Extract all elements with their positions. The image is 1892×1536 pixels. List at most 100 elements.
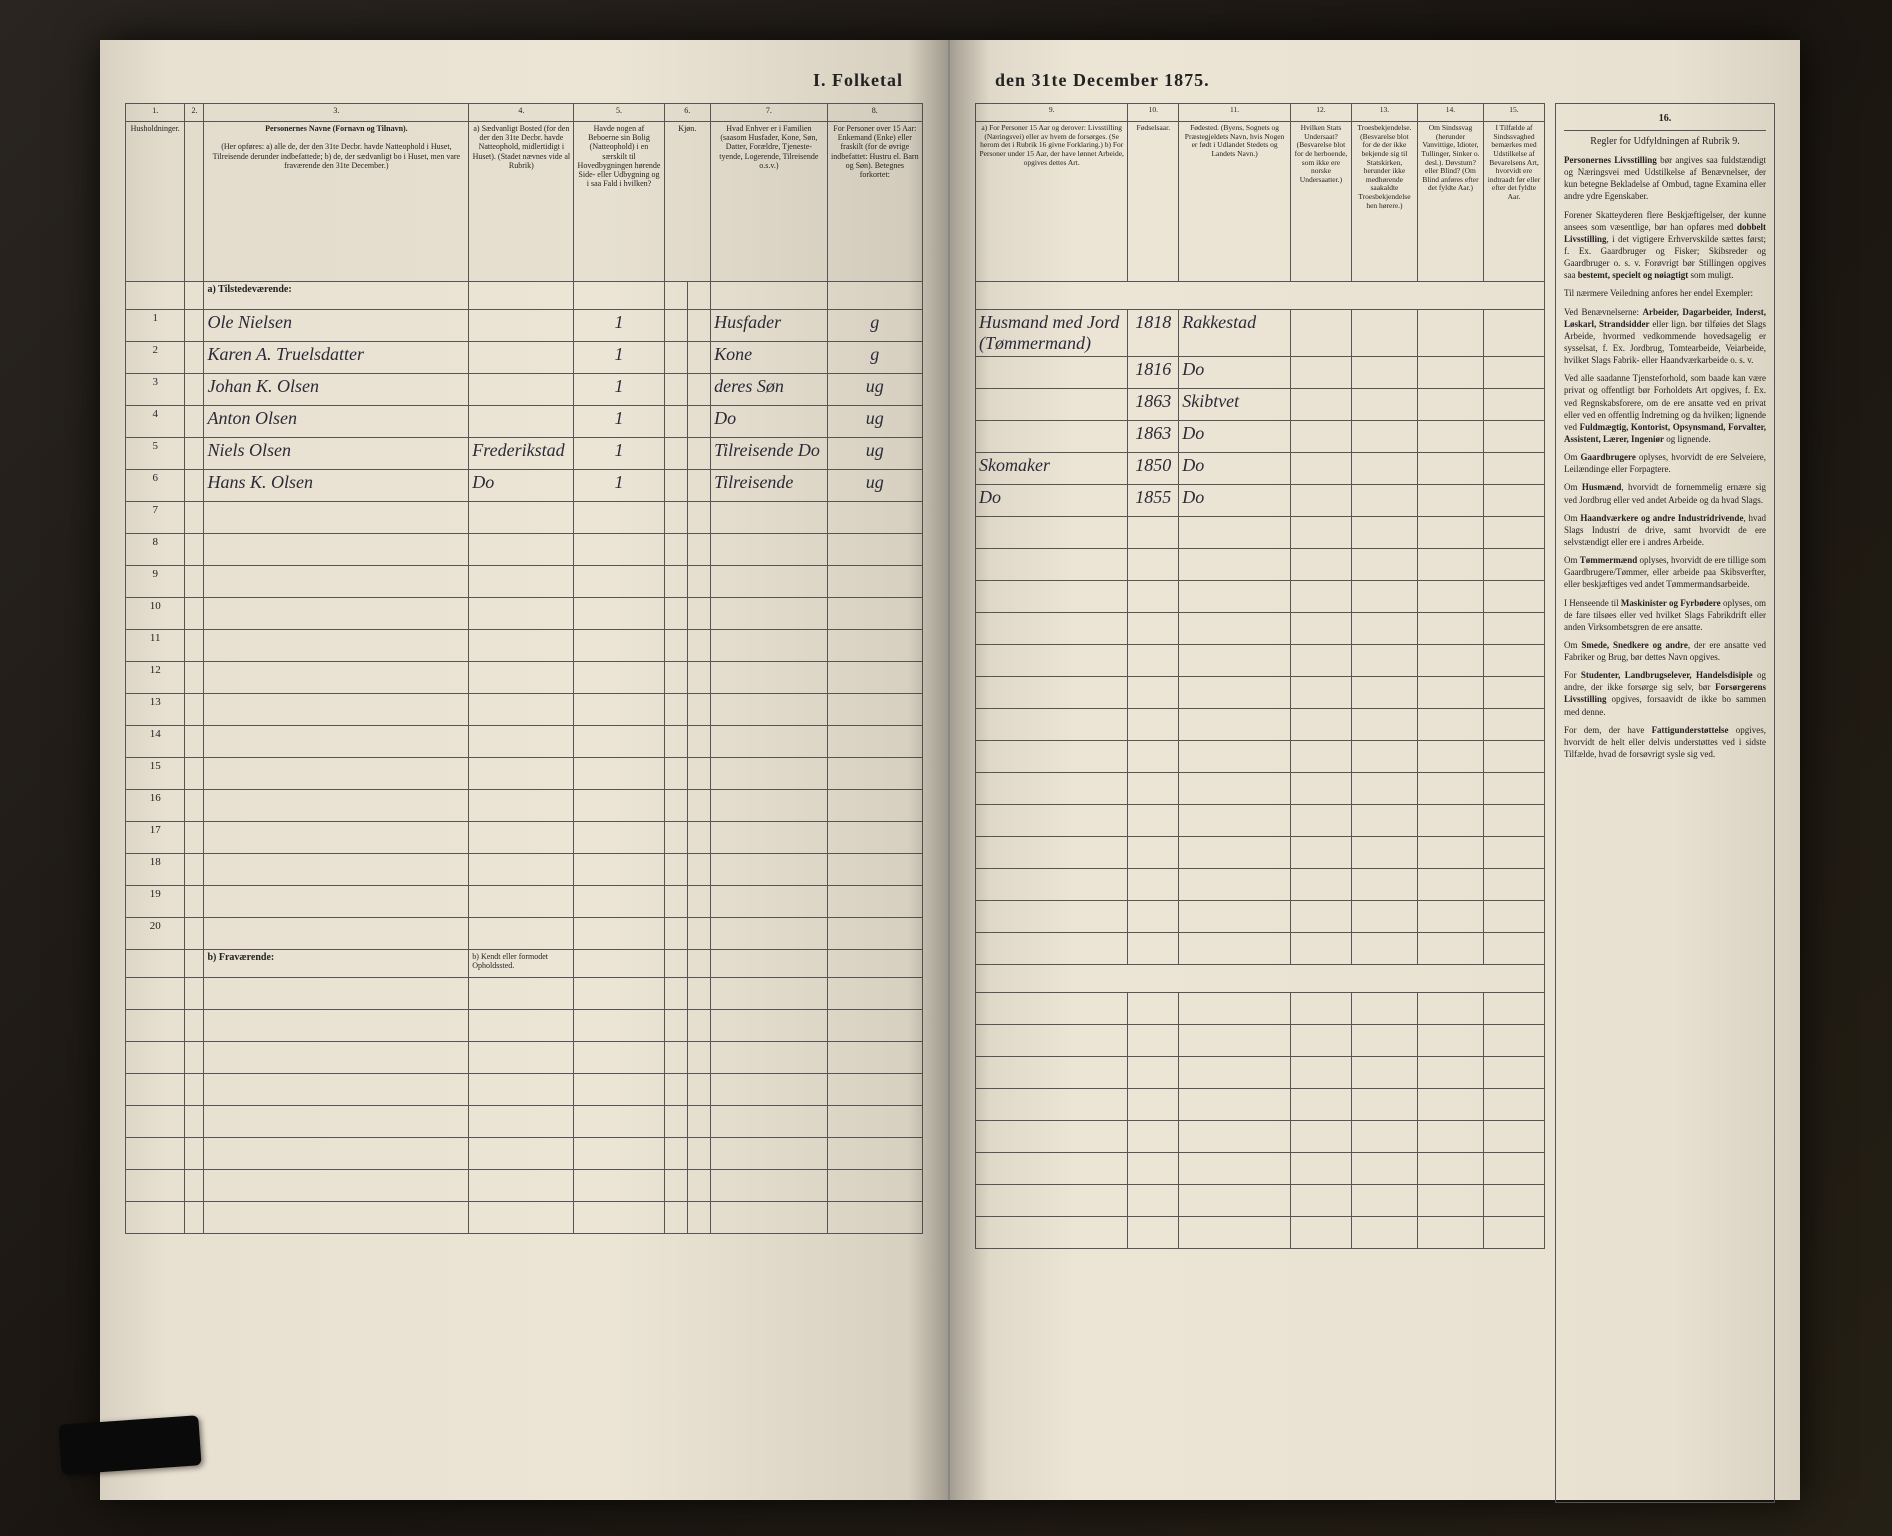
table-row-empty — [976, 677, 1545, 709]
binder-clip — [58, 1415, 201, 1475]
table-row-empty — [976, 933, 1545, 965]
table-row-empty: 15 — [126, 758, 923, 790]
rules-paragraph: Til nærmere Veiledning anfores her endel… — [1564, 287, 1766, 299]
row-number: 6 — [126, 470, 185, 502]
rules-paragraph: I Henseende til Maskinister og Fyrbødere… — [1564, 597, 1766, 633]
col-num: 14. — [1417, 104, 1483, 122]
cell: Do — [1179, 485, 1291, 517]
table-row-empty — [976, 773, 1545, 805]
cell: Do — [1179, 357, 1291, 389]
table-row: 1863Skibtvet — [976, 389, 1545, 421]
cell: Husmand med Jord (Tømmermand) — [976, 310, 1128, 357]
col-head: a) Sædvanligt Bosted (for den der den 31… — [469, 122, 574, 282]
col-num: 7. — [711, 104, 828, 122]
section-b-label: b) Fraværende: — [204, 950, 469, 978]
table-row-empty — [976, 901, 1545, 933]
col-head: Troesbekjendelse. (Besvarelse blot for d… — [1351, 122, 1417, 282]
person-name: Hans K. Olsen — [204, 470, 469, 502]
rules-paragraph: Forener Skatteyderen flere Beskjæftigels… — [1564, 209, 1766, 282]
table-row-empty — [976, 805, 1545, 837]
col-head: I Tilfælde af Sindssvaghed bemærkes med … — [1483, 122, 1544, 282]
person-name: Johan K. Olsen — [204, 374, 469, 406]
right-page: den 31te December 1875. 9. 10. 11. 12. 1… — [950, 40, 1800, 1500]
table-row-empty — [976, 1121, 1545, 1153]
rules-paragraph: Ved alle saadanne Tjenste­forhold, som b… — [1564, 372, 1766, 445]
table-row-empty: 16 — [126, 790, 923, 822]
cell: 1863 — [1128, 421, 1179, 453]
census-table-left: 1. 2. 3. 4. 5. 6. 7. 8. Husholdninger. P… — [125, 103, 923, 1234]
table-row-empty — [126, 1170, 923, 1202]
cell: Skibtvet — [1179, 389, 1291, 421]
cell: Kone — [711, 342, 828, 374]
cell: ug — [827, 470, 922, 502]
col-head-sub: (Her opføres: a) alle de, der den 31te D… — [213, 142, 460, 169]
cell: Frederikstad — [469, 438, 574, 470]
col-num: 5. — [574, 104, 664, 122]
table-row-empty — [976, 709, 1545, 741]
col-num: 9. — [976, 104, 1128, 122]
table-row-empty: 11 — [126, 630, 923, 662]
rules-paragraph: Ved Benævnelserne: Arbeider, Dagarbeider… — [1564, 306, 1766, 367]
section-b-col4: b) Kendt eller formodet Opholdssted. — [469, 950, 574, 978]
cell: Husfader — [711, 310, 828, 342]
table-row-empty — [126, 1138, 923, 1170]
table-row-empty: 13 — [126, 694, 923, 726]
table-row-empty: 18 — [126, 854, 923, 886]
col-num: 10. — [1128, 104, 1179, 122]
cell — [469, 406, 574, 438]
cell: ug — [827, 374, 922, 406]
rules-paragraph: For Studenter, Landbrugselever, Handelsd… — [1564, 669, 1766, 718]
cell: 1 — [574, 374, 664, 406]
cell: 1816 — [1128, 357, 1179, 389]
rules-paragraph: Om Tømmermænd oplyses, hvorvidt de ere t… — [1564, 554, 1766, 590]
cell — [976, 357, 1128, 389]
table-row: 1863Do — [976, 421, 1545, 453]
col-num: 1. — [126, 104, 185, 122]
col-head: For Personer over 15 Aar: Enkemand (Enke… — [827, 122, 922, 282]
col-head-title: Personernes Navne (Fornavn og Tilnavn). — [265, 124, 408, 133]
census-book: I. Folketal 1. 2. 3. 4. 5. 6. 7. 8. Hush… — [100, 40, 1800, 1500]
rules-paragraph: Om Gaardbrugere oplyses, hvorvidt de ere… — [1564, 451, 1766, 475]
cell: 1 — [574, 438, 664, 470]
table-row: Husmand med Jord (Tømmermand)1818Rakkest… — [976, 310, 1545, 357]
table-row-empty — [976, 517, 1545, 549]
cell: Do — [976, 485, 1128, 517]
cell: 1 — [574, 310, 664, 342]
col-num: 8. — [827, 104, 922, 122]
table-row-empty — [976, 993, 1545, 1025]
col-num: 4. — [469, 104, 574, 122]
col-num: 12. — [1290, 104, 1351, 122]
col-head: Husholdninger. — [126, 122, 185, 282]
rules-paragraph: For dem, der have Fattigunderstøttelse o… — [1564, 724, 1766, 760]
page-title-left: I. Folketal — [125, 70, 923, 91]
rules-paragraph: Om Smede, Snedkere og andre, der ere ans… — [1564, 639, 1766, 663]
rules-title: Regler for Udfyldningen af Rubrik 9. — [1564, 135, 1766, 149]
rules-column: 16. Regler for Udfyldningen af Rubrik 9.… — [1555, 103, 1775, 1503]
table-row-empty — [976, 1057, 1545, 1089]
cell: 1 — [574, 470, 664, 502]
cell: Do — [711, 406, 828, 438]
table-row-empty — [976, 581, 1545, 613]
table-row: Do1855Do — [976, 485, 1545, 517]
cell: ug — [827, 438, 922, 470]
cell: 1 — [574, 406, 664, 438]
cell — [976, 421, 1128, 453]
table-row-empty — [126, 1202, 923, 1234]
cell: deres Søn — [711, 374, 828, 406]
table-row-empty — [126, 1106, 923, 1138]
col-head: Fødselsaar. — [1128, 122, 1179, 282]
table-row-empty — [976, 741, 1545, 773]
table-row-empty — [126, 1074, 923, 1106]
col-num: 15. — [1483, 104, 1544, 122]
table-row-empty: 7 — [126, 502, 923, 534]
row-number: 4 — [126, 406, 185, 438]
cell: g — [827, 310, 922, 342]
col-head: Kjøn. — [664, 122, 711, 282]
person-name: Karen A. Truelsdatter — [204, 342, 469, 374]
col-num: 3. — [204, 104, 469, 122]
census-table-right: 9. 10. 11. 12. 13. 14. 15. a) For Person… — [975, 103, 1545, 1249]
rules-paragraph: Om Husmænd, hvorvidt de fornemmelig ernæ… — [1564, 481, 1766, 505]
table-row-empty — [976, 1185, 1545, 1217]
table-row-empty — [976, 869, 1545, 901]
table-row-empty: 8 — [126, 534, 923, 566]
